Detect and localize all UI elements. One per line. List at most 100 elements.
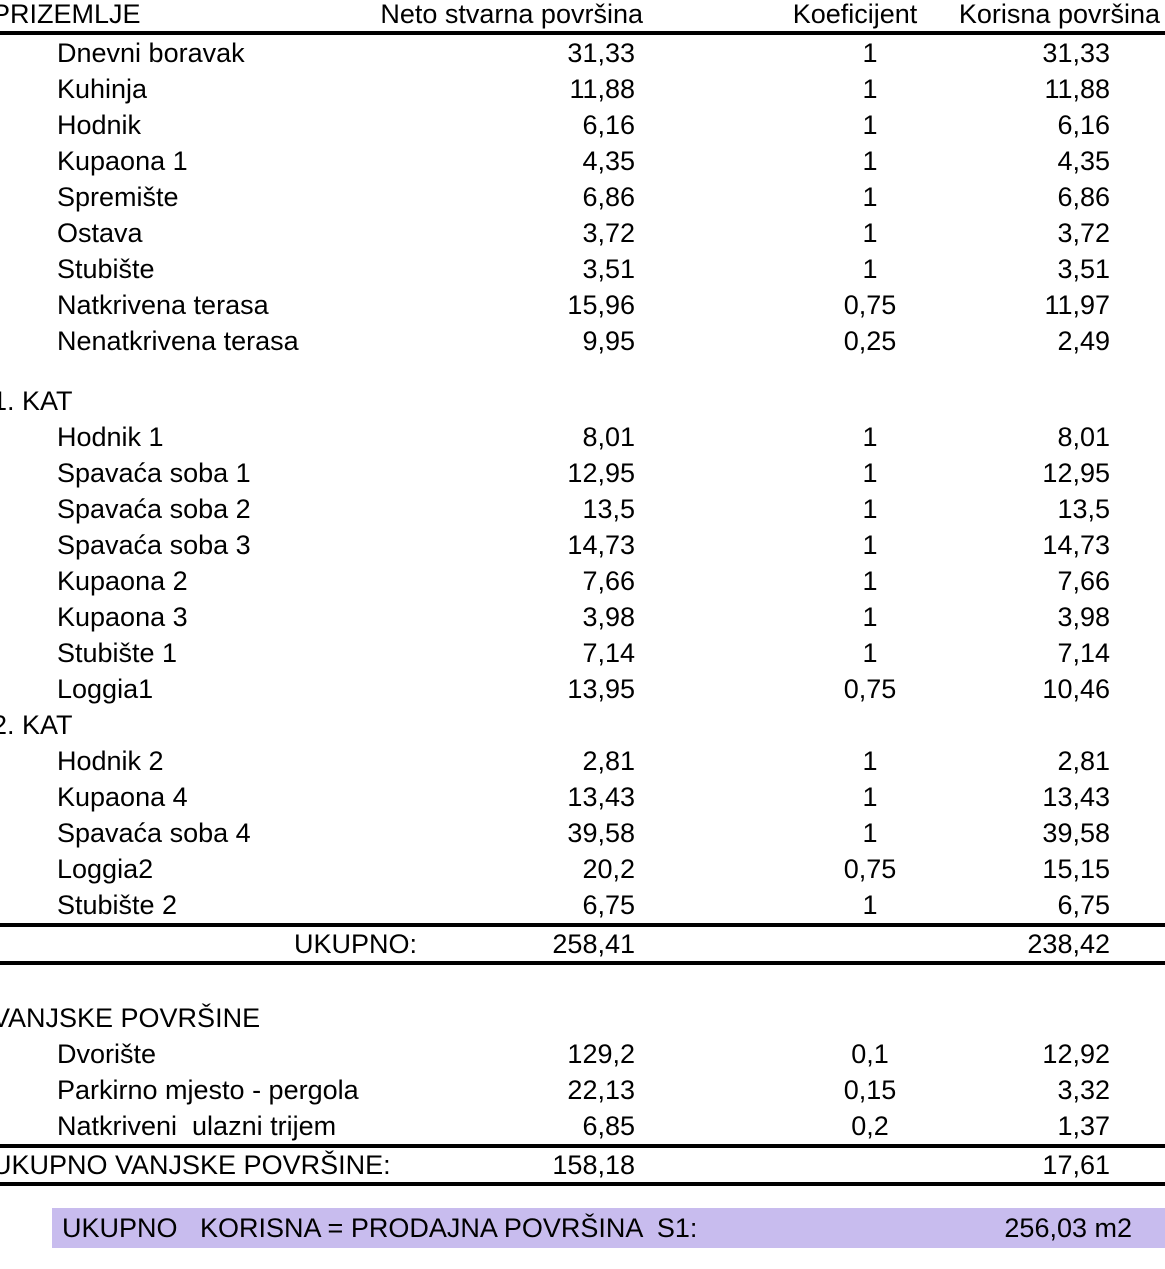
right-margin: [1110, 563, 1165, 599]
room-label: Natkriveni ulazni trijem: [57, 1111, 337, 1141]
room-label: Ostava: [57, 218, 143, 248]
room-label: Spremište: [57, 182, 179, 212]
koeficijent-value: 0,25: [843, 326, 897, 356]
right-margin: [1110, 743, 1165, 779]
interior-total-korisna: 238,42: [1027, 929, 1110, 959]
spacer: [635, 599, 730, 635]
spacer: [635, 323, 730, 359]
koeficijent-value: 1: [862, 530, 878, 560]
korisna-value: 4,35: [1057, 146, 1110, 176]
spacer: [635, 927, 730, 961]
korisna-value: 3,32: [1057, 1075, 1110, 1105]
neto-value: 6,16: [582, 110, 635, 140]
room-label: Kupaona 1: [57, 146, 188, 176]
table-row: Natkriveni ulazni trijem 6,85 0,2 1,37: [0, 1108, 1165, 1144]
right-margin: [1110, 599, 1165, 635]
koeficijent-value: 1: [862, 818, 878, 848]
neto-value: 129,2: [567, 1039, 635, 1069]
room-label: Parkirno mjesto - pergola: [57, 1075, 359, 1105]
table-row: Ostava 3,72 1 3,72: [0, 215, 1165, 251]
korisna-value: 3,98: [1057, 602, 1110, 632]
table-row: Kupaona 4 13,43 1 13,43: [0, 779, 1165, 815]
korisna-value: 3,51: [1057, 254, 1110, 284]
koeficijent-value: 0,75: [843, 674, 897, 704]
table-row: Spavaća soba 1 12,95 1 12,95: [0, 455, 1165, 491]
room-label: Kupaona 2: [57, 566, 188, 596]
room-label: Kupaona 4: [57, 782, 188, 812]
spacer: [730, 1148, 1010, 1182]
korisna-value: 2,81: [1057, 746, 1110, 776]
neto-value: 39,58: [567, 818, 635, 848]
room-label: Nenatkrivena terasa: [57, 326, 299, 356]
spacer: [635, 1148, 730, 1182]
room-label: Stubište 1: [57, 638, 178, 668]
room-label: Spavaća soba 3: [57, 530, 251, 560]
koeficijent-value: 1: [862, 146, 878, 176]
neto-value: 2,81: [582, 746, 635, 776]
room-label: Stubište 2: [57, 890, 178, 920]
room-label: Dvorište: [57, 1039, 157, 1069]
right-margin: [1110, 671, 1165, 707]
table-row: Spavaća soba 2 13,5 1 13,5: [0, 491, 1165, 527]
right-margin: [1110, 143, 1165, 179]
spacer: [635, 35, 730, 71]
neto-value: 20,2: [582, 854, 635, 884]
korisna-value: 6,86: [1057, 182, 1110, 212]
right-margin: [1110, 179, 1165, 215]
koeficijent-value: 1: [862, 254, 878, 284]
right-margin: [1110, 455, 1165, 491]
table-row: Nenatkrivena terasa 9,95 0,25 2,49: [0, 323, 1165, 359]
table-row: Dnevni boravak 31,33 1 31,33: [0, 35, 1165, 71]
table-row: Spavaća soba 3 14,73 1 14,73: [0, 527, 1165, 563]
right-margin: [1110, 779, 1165, 815]
koeficijent-value: 1: [862, 890, 878, 920]
spacer: [635, 743, 730, 779]
koeficijent-value: 1: [862, 746, 878, 776]
koeficijent-value: 1: [862, 422, 878, 452]
room-label: Natkrivena terasa: [57, 290, 269, 320]
spacer: [730, 927, 1010, 961]
neto-value: 13,43: [567, 782, 635, 812]
koeficijent-value: 1: [862, 602, 878, 632]
outdoor-section-title-row: VANJSKE POVRŠINE: [0, 1000, 1165, 1036]
column-header-korisna-povrsina: Korisna površina: [958, 0, 1160, 29]
spacer: [635, 287, 730, 323]
neto-value: 22,13: [567, 1075, 635, 1105]
table-row: Kupaona 2 7,66 1 7,66: [0, 563, 1165, 599]
korisna-value: 12,92: [1042, 1039, 1110, 1069]
neto-value: 13,5: [582, 494, 635, 524]
neto-value: 3,72: [582, 218, 635, 248]
right-margin: [1110, 1036, 1165, 1072]
korisna-value: 31,33: [1042, 38, 1110, 68]
korisna-value: 10,46: [1042, 674, 1110, 704]
spacer: [635, 107, 730, 143]
koeficijent-value: 1: [862, 218, 878, 248]
koeficijent-value: 1: [862, 182, 878, 212]
section-title-row: 2. KAT: [0, 707, 1165, 743]
room-label: Hodnik 2: [57, 746, 164, 776]
korisna-value: 13,5: [1057, 494, 1110, 524]
right-margin: [1110, 851, 1165, 887]
korisna-value: 3,72: [1057, 218, 1110, 248]
koeficijent-value: 1: [862, 638, 878, 668]
spacer: [635, 887, 730, 923]
interior-sections: Dnevni boravak 31,33 1 31,33 Kuhinja 11,88 1 11…: [0, 35, 1165, 923]
spacer: [635, 491, 730, 527]
right-margin: [1110, 815, 1165, 851]
spacer: [635, 455, 730, 491]
table-row: Hodnik 2 2,81 1 2,81: [0, 743, 1165, 779]
neto-value: 7,66: [582, 566, 635, 596]
grand-total-label: UKUPNO KORISNA = PRODAJNA POVRŠINA S1:: [62, 1212, 698, 1243]
spacer: [635, 215, 730, 251]
neto-value: 3,51: [582, 254, 635, 284]
koeficijent-value: 1: [862, 74, 878, 104]
section-title: 2. KAT: [0, 710, 73, 740]
table-row: Hodnik 6,16 1 6,16: [0, 107, 1165, 143]
koeficijent-value: 1: [862, 458, 878, 488]
table-row: Natkrivena terasa 15,96 0,75 11,97: [0, 287, 1165, 323]
room-label: Spavaća soba 1: [57, 458, 251, 488]
interior-total-row: UKUPNO: 258,41 238,42: [0, 923, 1165, 965]
koeficijent-value: 1: [862, 110, 878, 140]
room-label: Hodnik 1: [57, 422, 164, 452]
